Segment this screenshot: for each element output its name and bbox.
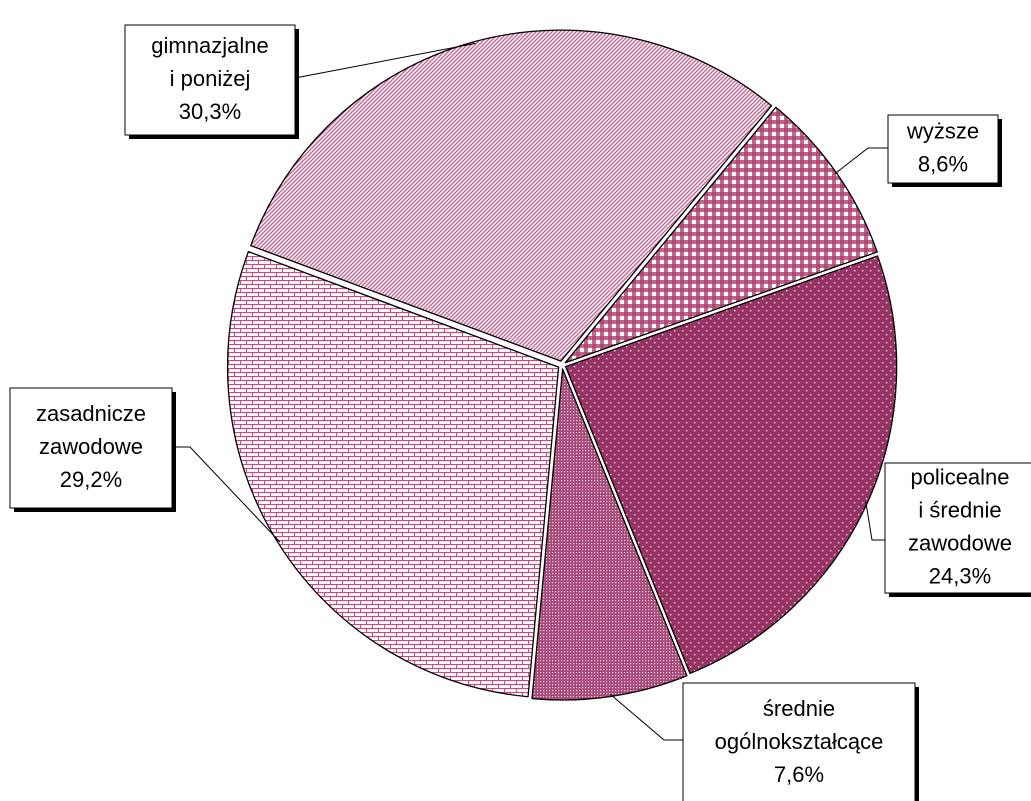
leader-line <box>834 147 888 175</box>
label-box <box>887 114 999 184</box>
slice-label: zawodowe <box>39 434 143 459</box>
value-label: 30,3% <box>179 99 241 124</box>
label-box <box>124 24 296 136</box>
slices <box>226 29 898 701</box>
slice-label: zawodowe <box>908 530 1012 555</box>
leader-line <box>172 446 281 543</box>
value-label: 29,2% <box>60 467 122 492</box>
value-label: 24,3% <box>929 563 991 588</box>
slice-label: zasadnicze <box>36 401 146 426</box>
label-box <box>682 682 916 801</box>
label-box <box>884 462 1031 594</box>
label-box <box>9 387 173 509</box>
leader-line <box>865 501 885 541</box>
pie-slice <box>564 255 898 675</box>
labels: wyższe 8,6% policealne i średnie zawodowe 24,… <box>9 24 1031 801</box>
leader-line <box>294 42 476 79</box>
pie-slice <box>250 29 773 362</box>
slice-label: średnie <box>763 696 835 721</box>
slice-label: i średnie <box>918 497 1001 522</box>
pie-slice <box>531 368 688 701</box>
slice-label: gimnazjalne <box>151 33 268 58</box>
slice-label: i poniżej <box>170 66 251 91</box>
leader-line <box>610 694 683 741</box>
slice-label: wyższe <box>906 118 979 143</box>
value-label: 8,6% <box>918 151 968 176</box>
slice-label: policealne <box>910 464 1009 489</box>
slice-label: ogólnokształcące <box>715 729 884 754</box>
value-label: 7,6% <box>774 762 824 787</box>
pie-slice <box>226 250 560 698</box>
